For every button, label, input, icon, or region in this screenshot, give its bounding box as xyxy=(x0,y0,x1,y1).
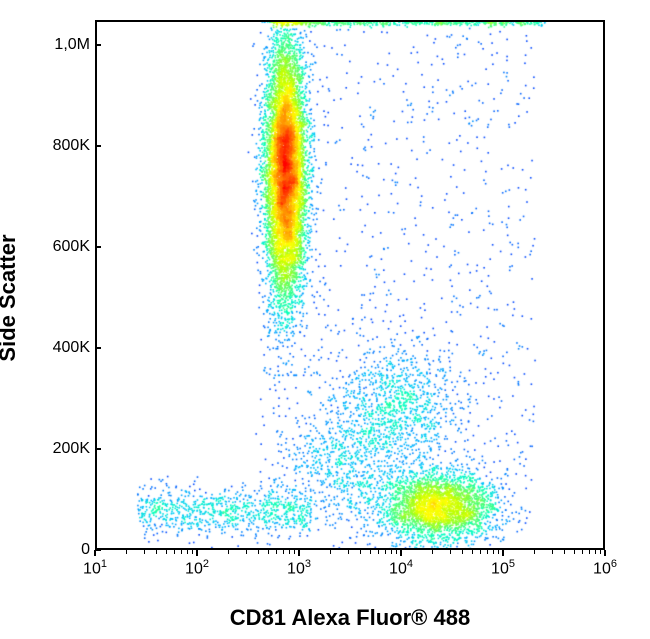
x-minor-tick xyxy=(378,550,379,554)
x-tick-label: 104 xyxy=(389,558,413,578)
x-tick-mark xyxy=(400,550,402,556)
x-minor-tick xyxy=(330,550,331,554)
x-tick-label: 101 xyxy=(83,558,107,578)
y-tick-label: 1,0M xyxy=(54,36,90,54)
x-axis-label: CD81 Alexa Fluor® 488 xyxy=(95,605,605,631)
x-minor-tick xyxy=(391,550,392,554)
x-minor-tick xyxy=(174,550,175,554)
x-minor-tick xyxy=(246,550,247,554)
x-tick-mark xyxy=(94,550,96,556)
x-minor-tick xyxy=(187,550,188,554)
density-canvas xyxy=(97,22,605,550)
x-minor-tick xyxy=(348,550,349,554)
x-minor-tick xyxy=(268,550,269,554)
x-minor-tick xyxy=(396,550,397,554)
y-tick-mark xyxy=(95,347,101,349)
x-minor-tick xyxy=(552,550,553,554)
x-minor-tick xyxy=(432,550,433,554)
x-minor-tick xyxy=(534,550,535,554)
flow-cytometry-chart: Side Scatter CD81 Alexa Fluor® 488 0 200K… xyxy=(0,0,650,639)
x-minor-tick xyxy=(589,550,590,554)
x-minor-tick xyxy=(564,550,565,554)
x-minor-tick xyxy=(480,550,481,554)
plot-area xyxy=(95,20,605,550)
x-minor-tick xyxy=(276,550,277,554)
x-minor-tick xyxy=(385,550,386,554)
y-tick-mark xyxy=(95,448,101,450)
y-tick-label: 800K xyxy=(53,137,90,155)
x-minor-tick xyxy=(574,550,575,554)
x-minor-tick xyxy=(487,550,488,554)
x-minor-tick xyxy=(472,550,473,554)
x-tick-label: 103 xyxy=(287,558,311,578)
y-tick-label: 400K xyxy=(53,339,90,357)
x-minor-tick xyxy=(156,550,157,554)
x-tick-label: 106 xyxy=(593,558,617,578)
x-minor-tick xyxy=(192,550,193,554)
x-minor-tick xyxy=(258,550,259,554)
x-minor-tick xyxy=(294,550,295,554)
x-minor-tick xyxy=(360,550,361,554)
y-tick-mark xyxy=(95,145,101,147)
x-tick-mark xyxy=(196,550,198,556)
x-minor-tick xyxy=(595,550,596,554)
x-tick-mark xyxy=(298,550,300,556)
x-minor-tick xyxy=(370,550,371,554)
x-minor-tick xyxy=(283,550,284,554)
x-tick-label: 102 xyxy=(185,558,209,578)
x-minor-tick xyxy=(450,550,451,554)
x-tick-mark xyxy=(604,550,606,556)
x-minor-tick xyxy=(498,550,499,554)
x-minor-tick xyxy=(181,550,182,554)
x-minor-tick xyxy=(582,550,583,554)
x-minor-tick xyxy=(493,550,494,554)
x-minor-tick xyxy=(228,550,229,554)
y-tick-mark xyxy=(95,44,101,46)
y-tick-label: 200K xyxy=(53,440,90,458)
x-minor-tick xyxy=(166,550,167,554)
y-axis-label: Side Scatter xyxy=(0,234,21,361)
x-tick-label: 105 xyxy=(491,558,515,578)
x-minor-tick xyxy=(126,550,127,554)
x-minor-tick xyxy=(600,550,601,554)
x-minor-tick xyxy=(289,550,290,554)
x-tick-mark xyxy=(502,550,504,556)
y-tick-label: 600K xyxy=(53,238,90,256)
x-minor-tick xyxy=(462,550,463,554)
y-tick-mark xyxy=(95,246,101,248)
x-minor-tick xyxy=(144,550,145,554)
y-tick-label: 0 xyxy=(81,541,90,559)
